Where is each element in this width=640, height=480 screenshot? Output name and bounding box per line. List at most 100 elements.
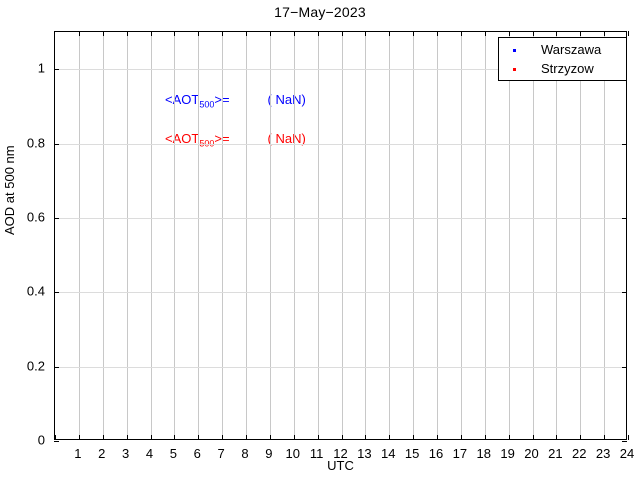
x-axis-tick-label: 2	[98, 446, 106, 461]
x-gridline	[150, 32, 152, 439]
y-axis-tick-label: 0.4	[26, 283, 45, 299]
x-axis-tick	[628, 435, 629, 440]
x-axis-tick	[413, 435, 415, 440]
x-axis-tick-label: 9	[265, 446, 273, 461]
x-axis-tick	[246, 435, 247, 440]
x-axis-tick-label: 1	[74, 446, 82, 461]
x-gridline	[293, 32, 295, 439]
x-axis-tick-label: 22	[572, 446, 587, 461]
x-gridline	[269, 32, 271, 439]
x-axis-tick	[174, 435, 176, 440]
x-axis-tick-top	[269, 31, 271, 36]
annotation-warszawa-value: ( NaN)	[267, 92, 306, 107]
x-axis-tick-label: 10	[285, 446, 300, 461]
y-axis-tick-right	[622, 217, 627, 219]
y-gridline	[55, 217, 626, 219]
annotation-strzyzow-mean: <AOT500>= ( NaN)	[165, 131, 306, 149]
page-title: 17−May−2023	[274, 4, 366, 20]
x-axis-tick	[317, 435, 319, 440]
x-gridline	[126, 32, 128, 439]
x-axis-tick-top	[532, 31, 534, 36]
x-gridline	[102, 32, 104, 439]
x-axis-tick-top	[413, 31, 415, 36]
y-axis-tick	[54, 217, 59, 219]
legend-marker-strzyzow-dot-icon	[513, 68, 516, 71]
legend-label-warszawa: Warszawa	[541, 42, 602, 57]
x-axis-tick-top	[246, 31, 247, 36]
x-axis-tick	[460, 435, 462, 440]
x-axis-tick	[55, 435, 56, 440]
x-axis-tick-label: 5	[169, 446, 177, 461]
legend: Warszawa Strzyzow	[498, 37, 627, 81]
x-axis-tick-top	[365, 31, 367, 36]
x-axis-tick	[556, 435, 558, 440]
y-axis-tick-right	[622, 366, 627, 368]
x-gridline	[389, 32, 391, 439]
x-axis-tick-top	[604, 31, 606, 36]
x-axis-tick-label: 11	[309, 446, 324, 461]
x-axis-tick	[222, 435, 224, 440]
x-axis-tick-label: 19	[500, 446, 515, 461]
x-axis-tick-label: 4	[145, 446, 154, 461]
x-axis-tick-top	[484, 31, 486, 36]
x-axis-tick-top	[580, 31, 582, 36]
x-axis-tick	[580, 435, 582, 440]
x-gridline	[198, 32, 200, 439]
x-axis-tick-label: 12	[333, 446, 348, 461]
x-axis-tick-top	[174, 31, 176, 36]
x-axis-title: UTC	[327, 458, 354, 473]
x-axis-tick-top	[341, 31, 343, 36]
x-axis-tick	[389, 435, 391, 440]
x-gridline	[78, 32, 80, 439]
y-gridline	[55, 69, 626, 71]
x-axis-tick-label: 16	[428, 446, 444, 461]
y-gridline	[55, 366, 626, 368]
x-axis-tick-label: 15	[404, 446, 420, 461]
y-axis-tick-label: 0.2	[26, 358, 45, 374]
x-axis-tick-top	[508, 31, 510, 36]
y-axis-tick	[54, 292, 59, 294]
x-axis-tick-label: 24	[619, 446, 635, 461]
y-axis-tick	[54, 441, 59, 442]
y-axis-tick-label: 1	[37, 60, 45, 76]
x-axis-tick-label: 13	[357, 446, 372, 461]
x-axis-tick-label: 6	[193, 446, 201, 461]
x-axis-tick	[198, 435, 200, 440]
x-gridline	[508, 32, 510, 439]
annotation-warszawa-mean: <AOT500>= ( NaN)	[165, 92, 306, 110]
x-axis-tick	[437, 435, 438, 440]
x-gridline	[246, 32, 247, 439]
x-axis-tick-top	[78, 31, 80, 36]
x-axis-tick	[102, 435, 104, 440]
x-gridline	[532, 32, 534, 439]
legend-item-warszawa: Warszawa	[499, 41, 626, 60]
x-gridline	[604, 32, 606, 439]
y-axis-tick	[54, 143, 59, 145]
x-axis-tick-label: 17	[452, 446, 468, 461]
x-gridline	[341, 32, 343, 439]
x-axis-tick-label: 8	[241, 446, 249, 461]
y-axis-tick	[54, 366, 59, 368]
x-axis-tick	[365, 435, 367, 440]
annotation-warszawa-label: <AOT500>=	[165, 92, 230, 110]
x-gridline	[413, 32, 415, 439]
x-axis-tick-label: 23	[595, 446, 611, 461]
annotation-strzyzow-value: ( NaN)	[267, 131, 306, 146]
x-axis-tick-label: 18	[476, 446, 491, 461]
x-axis-tick-top	[389, 31, 391, 36]
x-gridline	[484, 32, 486, 439]
y-axis-tick-label: 0.6	[26, 209, 45, 225]
x-axis-tick-top	[628, 31, 629, 36]
x-gridline	[556, 32, 558, 439]
x-axis-tick	[293, 435, 295, 440]
x-axis-tick	[150, 435, 152, 440]
legend-marker-warszawa-dot-icon	[513, 49, 516, 52]
x-axis-tick-top	[317, 31, 319, 36]
x-axis-tick-top	[150, 31, 152, 36]
x-axis-tick	[508, 435, 510, 440]
plot-area: <AOT500>= ( NaN) <AOT500>= ( NaN)	[54, 31, 629, 442]
x-axis-tick-top	[460, 31, 462, 36]
x-axis-tick-top	[222, 31, 224, 36]
x-axis-tick-top	[437, 31, 438, 36]
x-axis-tick-label: 14	[381, 446, 396, 461]
